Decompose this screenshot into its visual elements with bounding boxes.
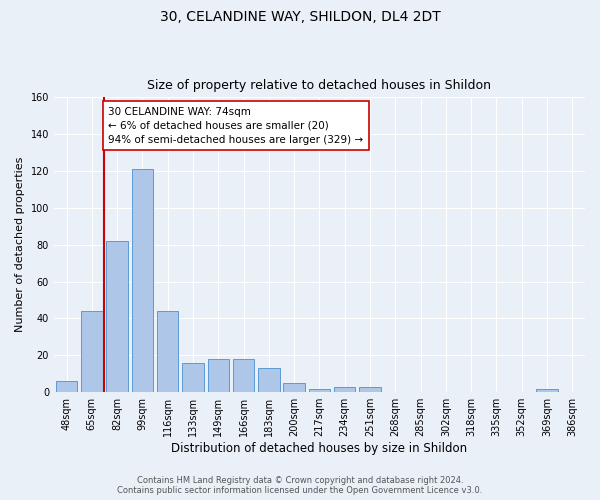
Bar [233,359,254,392]
Bar [283,383,305,392]
Bar [106,241,128,392]
Bar [359,386,381,392]
Bar [208,359,229,392]
Text: 30, CELANDINE WAY, SHILDON, DL4 2DT: 30, CELANDINE WAY, SHILDON, DL4 2DT [160,10,440,24]
Bar [309,388,330,392]
Bar [536,388,558,392]
Y-axis label: Number of detached properties: Number of detached properties [15,157,25,332]
X-axis label: Distribution of detached houses by size in Shildon: Distribution of detached houses by size … [172,442,467,455]
Bar [131,169,153,392]
Bar [334,386,355,392]
Bar [258,368,280,392]
Bar [157,311,178,392]
Bar [81,311,103,392]
Bar [56,381,77,392]
Text: Contains HM Land Registry data © Crown copyright and database right 2024.
Contai: Contains HM Land Registry data © Crown c… [118,476,482,495]
Text: 30 CELANDINE WAY: 74sqm
← 6% of detached houses are smaller (20)
94% of semi-det: 30 CELANDINE WAY: 74sqm ← 6% of detached… [108,106,364,144]
Bar [182,362,204,392]
Title: Size of property relative to detached houses in Shildon: Size of property relative to detached ho… [148,79,491,92]
